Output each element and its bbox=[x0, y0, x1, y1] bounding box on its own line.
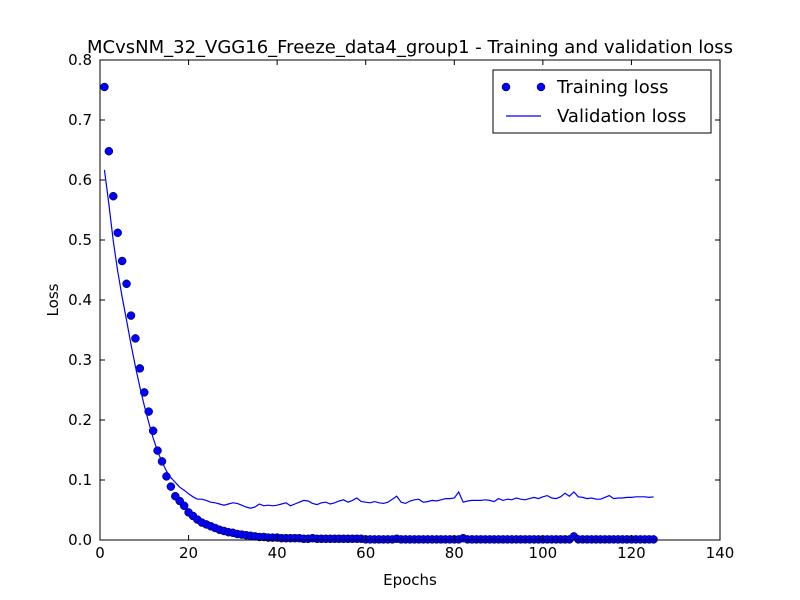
x-tick-label: 140 bbox=[706, 544, 735, 562]
y-tick-label: 0.7 bbox=[68, 111, 92, 129]
legend-label: Validation loss bbox=[557, 106, 686, 127]
axes: 0 20 40 60 80 100 120 140 0.0 0.1 0.2 0.3 0.4 0.5 0.6 0… bbox=[68, 51, 734, 562]
x-tick-label: 0 bbox=[95, 544, 105, 562]
x-tick-label: 100 bbox=[529, 544, 558, 562]
x-tick-label: 120 bbox=[617, 544, 646, 562]
data-point-training-loss bbox=[117, 256, 127, 266]
x-axis-label: Epochs bbox=[383, 571, 437, 589]
data-point-training-loss bbox=[100, 82, 109, 92]
legend: Training loss Validation loss bbox=[492, 69, 712, 134]
legend-marker-swatch bbox=[501, 82, 511, 92]
data-point-training-loss bbox=[104, 146, 114, 156]
x-tick-label: 80 bbox=[445, 544, 464, 562]
y-tick-label: 0.2 bbox=[68, 411, 92, 429]
y-tick-label: 0.5 bbox=[68, 231, 92, 249]
data-point-training-loss bbox=[126, 311, 136, 320]
y-tick-label: 0.8 bbox=[68, 51, 92, 69]
data-point-training-loss bbox=[131, 334, 140, 343]
y-tick-label: 0.3 bbox=[68, 351, 92, 369]
series-line-validation-loss bbox=[103, 169, 654, 509]
x-tick-label: 40 bbox=[268, 544, 287, 562]
y-tick-label: 0.0 bbox=[68, 531, 92, 549]
data-point-training-loss bbox=[135, 364, 145, 373]
y-tick-label: 0.1 bbox=[68, 471, 92, 489]
data-point-training-loss bbox=[140, 388, 149, 397]
data-point-training-loss bbox=[649, 535, 658, 544]
y-tick-label: 0.6 bbox=[68, 171, 92, 189]
legend-marker-swatch bbox=[536, 82, 546, 92]
x-tick-label: 60 bbox=[356, 544, 375, 562]
y-axis-label: Loss bbox=[44, 283, 62, 316]
chart-title: MCvsNM_32_VGG16_Freeze_data4_group1 - Tr… bbox=[87, 37, 733, 58]
legend-box bbox=[492, 69, 712, 134]
plot-area bbox=[100, 82, 658, 544]
legend-label: Training loss bbox=[556, 77, 669, 98]
data-point-training-loss bbox=[113, 228, 122, 238]
data-point-training-loss bbox=[162, 472, 171, 481]
y-tick-label: 0.4 bbox=[68, 291, 92, 309]
data-point-training-loss bbox=[109, 191, 118, 201]
x-tick-label: 20 bbox=[179, 544, 198, 562]
data-point-training-loss bbox=[122, 279, 131, 289]
data-point-training-loss bbox=[166, 482, 176, 491]
data-point-training-loss bbox=[179, 501, 189, 511]
